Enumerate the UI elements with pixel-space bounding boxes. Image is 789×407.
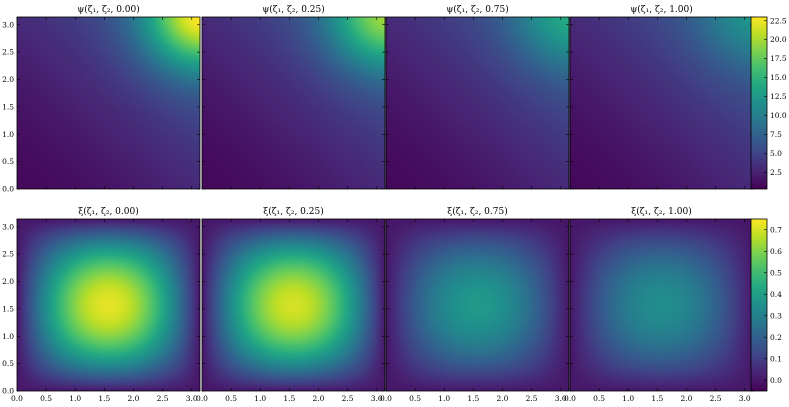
x-tick-label: 0.0	[380, 394, 392, 403]
y-tick-label: 2.5	[2, 48, 14, 57]
panel-title: ξ(ζ₁, ζ₂, 0.25)	[263, 206, 323, 217]
colorbar-tick-label: 0.5	[770, 268, 782, 277]
colorbar-tick-label: 20.0	[770, 35, 787, 44]
axes-frame	[16, 16, 201, 190]
heatmap-image	[202, 17, 385, 189]
axes-frame	[201, 218, 386, 392]
panel-title: ξ(ζ₁, ζ₂, 0.00)	[78, 206, 138, 217]
x-tick-label: 2.5	[157, 394, 169, 403]
y-tick-label: 0.0	[2, 387, 14, 396]
x-tick-label: 0.5	[409, 394, 421, 403]
colorbar-tick-label: 0.4	[770, 290, 782, 299]
panel-title: ξ(ζ₁, ζ₂, 0.75)	[447, 206, 507, 217]
y-tick-label: 0.0	[2, 185, 14, 194]
panel-title: ψ(ζ₁, ζ₂, 0.25)	[262, 4, 325, 15]
y-tick-label: 1.5	[2, 304, 14, 313]
x-tick-label: 0.5	[593, 394, 605, 403]
colorbar-tick-label: 10.0	[770, 111, 787, 120]
colorbar-tick-label: 12.5	[770, 92, 787, 101]
colorbar-tick-label: 17.5	[770, 54, 787, 63]
x-tick-label: 1.5	[651, 394, 663, 403]
x-tick-label: 3.0	[371, 394, 383, 403]
x-tick-label: 2.5	[526, 394, 538, 403]
y-tick-label: 3.0	[2, 222, 14, 231]
x-tick-label: 3.0	[739, 394, 751, 403]
y-tick-label: 2.0	[2, 277, 14, 286]
x-tick-label: 0.0	[564, 394, 576, 403]
x-tick-label: 0.5	[225, 394, 237, 403]
colorbar-tick-label: 0.2	[770, 333, 782, 342]
x-tick-label: 1.0	[622, 394, 634, 403]
colorbar-tick-label: 22.5	[770, 16, 787, 25]
y-tick-label: 0.5	[2, 157, 14, 166]
colorbar-tick-label: 0.6	[770, 247, 782, 256]
x-tick-label: 3.0	[186, 394, 198, 403]
x-tick-label: 2.0	[128, 394, 140, 403]
y-tick-label: 1.0	[2, 332, 14, 341]
y-tick-label: 1.5	[2, 102, 14, 111]
colorbar-frame	[750, 16, 768, 190]
axes-frame	[385, 16, 570, 190]
heatmap-image	[386, 17, 569, 189]
colorbar-gradient	[751, 219, 767, 391]
panel-title: ψ(ζ₁, ζ₂, 1.00)	[630, 4, 693, 15]
colorbar-tick-label: 7.5	[770, 130, 782, 139]
heatmap-image	[386, 219, 569, 391]
axes-frame	[385, 218, 570, 392]
colorbar-tick-label: 0.0	[770, 376, 782, 385]
x-tick-label: 2.0	[313, 394, 325, 403]
x-tick-label: 2.5	[710, 394, 722, 403]
heatmap-image	[17, 219, 200, 391]
colorbar-tick-label: 15.0	[770, 73, 787, 82]
heatmap-image	[17, 17, 200, 189]
x-tick-label: 3.0	[555, 394, 567, 403]
heatmap-image	[570, 17, 753, 189]
x-tick-label: 1.0	[438, 394, 450, 403]
panel-title: ψ(ζ₁, ζ₂, 0.75)	[446, 4, 509, 15]
x-tick-label: 1.0	[69, 394, 81, 403]
axes-frame	[201, 16, 386, 190]
colorbar-tick-label: 0.7	[770, 225, 782, 234]
y-tick-label: 0.5	[2, 359, 14, 368]
x-tick-label: 0.0	[11, 394, 23, 403]
colorbar-tick-label: 5.0	[770, 149, 782, 158]
panel-title: ψ(ζ₁, ζ₂, 0.00)	[77, 4, 140, 15]
x-tick-label: 0.0	[196, 394, 208, 403]
colorbar-tick-label: 0.3	[770, 311, 782, 320]
panel-title: ξ(ζ₁, ζ₂, 1.00)	[631, 206, 691, 217]
x-tick-label: 1.0	[254, 394, 266, 403]
x-tick-label: 1.5	[283, 394, 295, 403]
x-tick-label: 2.5	[342, 394, 354, 403]
y-tick-label: 3.0	[2, 20, 14, 29]
y-tick-label: 1.0	[2, 130, 14, 139]
heatmap-image	[202, 219, 385, 391]
x-tick-label: 1.5	[98, 394, 110, 403]
colorbar-tick-label: 0.1	[770, 354, 782, 363]
y-tick-label: 2.0	[2, 75, 14, 84]
colorbar-tick-label: 2.5	[770, 168, 782, 177]
axes-frame	[16, 218, 201, 392]
x-tick-label: 1.5	[467, 394, 479, 403]
x-tick-label: 0.5	[40, 394, 52, 403]
x-tick-label: 2.0	[497, 394, 509, 403]
colorbar-gradient	[751, 17, 767, 189]
colorbar-frame	[750, 218, 768, 392]
x-tick-label: 2.0	[681, 394, 693, 403]
heatmap-image	[570, 219, 753, 391]
y-tick-label: 2.5	[2, 250, 14, 259]
